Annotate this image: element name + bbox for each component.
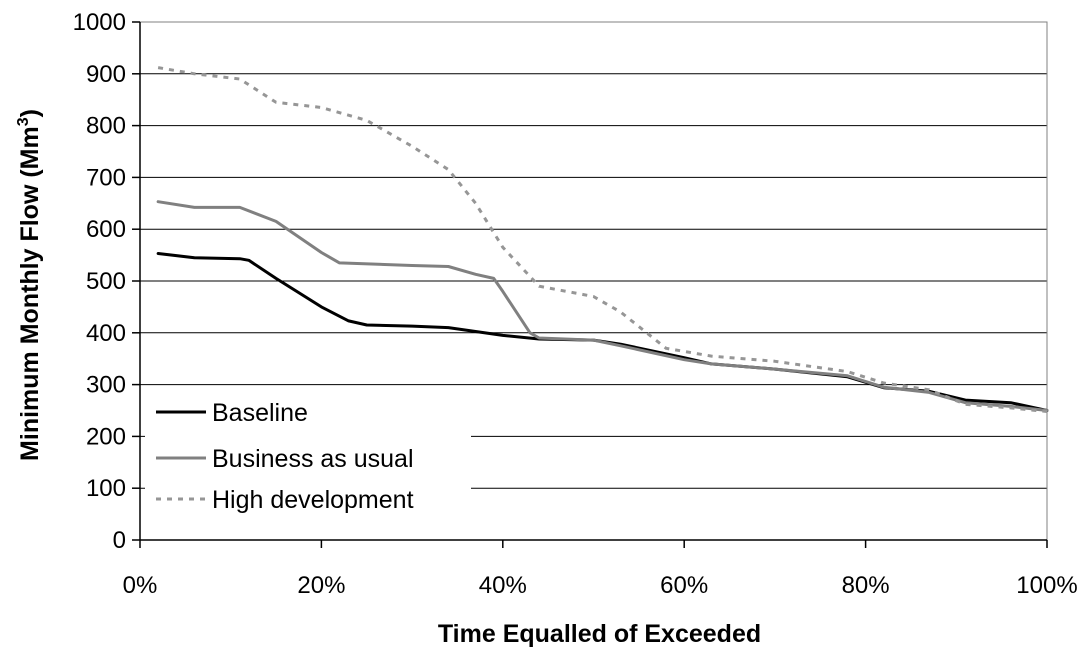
series-line-2 [157,66,1048,413]
y-tick-label: 600 [86,216,126,243]
x-tick-label: 40% [479,572,527,599]
x-axis-ticks: 0% 20% 40% 60% 80% 100% [123,539,1078,599]
series-line-0 [156,252,1049,412]
y-tick-label: 900 [86,61,126,88]
x-tick-label: 0% [123,572,158,599]
y-tick-label: 700 [86,164,126,191]
x-tick-label: 80% [842,572,890,599]
x-tick-label: 60% [660,572,708,599]
y-tick-label: 1000 [73,9,126,36]
y-tick-label: 400 [86,320,126,347]
x-tick-label: 100% [1016,572,1077,599]
series-line-1 [156,200,1049,412]
series-layer [156,66,1049,413]
y-axis-title: Minimum Monthly Flow (Mm3) [15,109,44,461]
y-tick-label: 300 [86,372,126,399]
y-tick-label: 500 [86,268,126,295]
legend: Baseline Business as usual High developmen… [145,393,471,526]
y-tick-label: 800 [86,113,126,140]
y-tick-label: 100 [86,475,126,502]
y-axis-ticks: 0 100 200 300 400 500 600 700 800 900 1000 [73,9,141,554]
y-axis-title-superscript: 3 [15,117,32,126]
x-tick-label: 20% [297,572,345,599]
y-tick-label: 200 [86,423,126,450]
y-axis-title-tail: ) [16,109,44,117]
x-axis-title: Time Equalled of Exceeded [438,620,761,648]
y-tick-label: 0 [113,527,126,554]
legend-label: Business as usual [212,445,414,473]
legend-label: Baseline [212,399,308,427]
y-axis-title-main: Minimum Monthly Flow (Mm [16,126,44,461]
legend-label: High development [212,486,414,514]
